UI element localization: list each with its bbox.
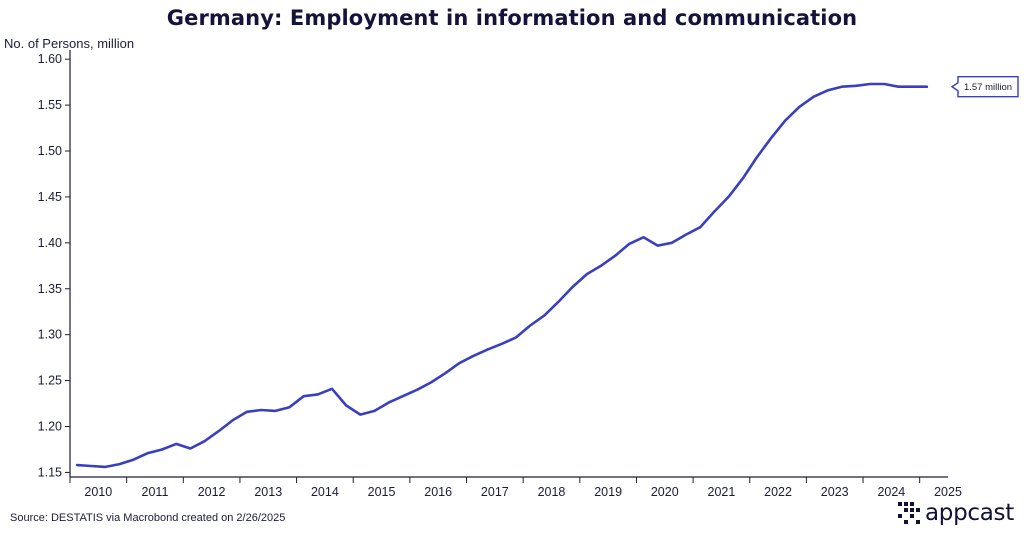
- x-tick-label: 2014: [311, 485, 339, 499]
- y-tick-label: 1.50: [38, 144, 62, 158]
- annotations: 1.57 million: [950, 76, 1019, 98]
- x-tick-label: 2019: [594, 485, 622, 499]
- y-tick-label: 1.55: [38, 98, 62, 112]
- series-line: [75, 82, 929, 469]
- value-callout-label: 1.57 million: [964, 82, 1012, 93]
- x-tick-label: 2018: [538, 485, 566, 499]
- y-axis-label: No. of Persons, million: [4, 36, 135, 51]
- x-tick-label: 2015: [368, 485, 396, 499]
- value-callout-box: [950, 76, 1019, 98]
- y-ticks: 1.15 1.20 1.25 1.30 1.35 1.40 1.45 1.50 1.55 1.60: [38, 52, 70, 479]
- y-tick-label: 1.60: [38, 52, 62, 66]
- x-tick-label: 2023: [821, 485, 849, 499]
- x-tick-label: 2020: [651, 485, 679, 499]
- y-tick-label: 1.45: [38, 190, 62, 204]
- x-tick-label: 2011: [142, 485, 169, 499]
- x-tick-label: 2013: [254, 485, 282, 499]
- y-tick-label: 1.15: [38, 465, 62, 479]
- x-tick-label: 2021: [708, 485, 736, 499]
- y-tick-label: 1.20: [38, 419, 62, 433]
- x-tick-label: 2024: [877, 485, 905, 499]
- x-tick-label: 2017: [481, 485, 509, 499]
- appcast-logo-text: appcast: [925, 500, 1014, 526]
- appcast-logo-icon: [898, 500, 920, 526]
- axes: [69, 50, 948, 478]
- appcast-logo: appcast: [898, 500, 1014, 526]
- x-tick-label: 2022: [764, 485, 792, 499]
- x-tick-label: 2025: [934, 485, 962, 499]
- y-tick-label: 1.40: [38, 236, 62, 250]
- series-group: [75, 82, 929, 469]
- y-tick-label: 1.30: [38, 328, 62, 342]
- y-tick-label: 1.25: [38, 374, 62, 388]
- x-tick-label: 2012: [198, 485, 226, 499]
- source-note: Source: DESTATIS via Macrobond created o…: [10, 512, 286, 524]
- chart-title: Germany: Employment in information and c…: [166, 6, 858, 30]
- x-ticks: 2010 2011 2012 2013 2014 2015 2016 2017 2018 2019…: [69, 477, 962, 499]
- x-tick-label: 2016: [424, 485, 452, 499]
- y-tick-label: 1.35: [38, 282, 62, 296]
- x-tick-label: 2010: [84, 485, 112, 499]
